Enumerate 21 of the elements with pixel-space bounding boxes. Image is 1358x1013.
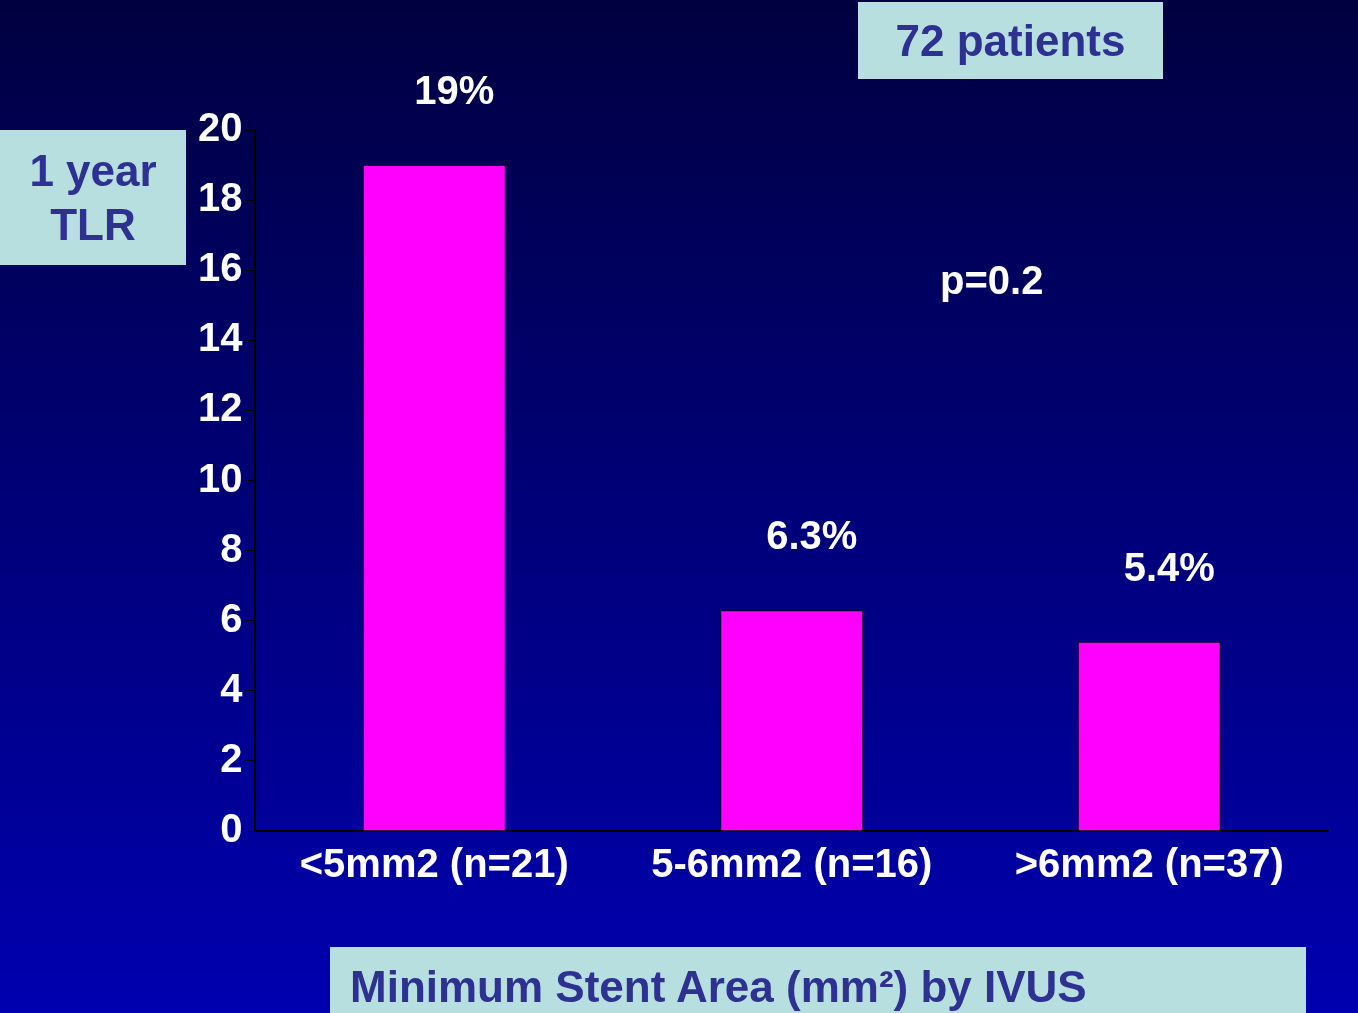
y-tick-label: 0 — [220, 806, 243, 851]
y-tick-label: 4 — [220, 665, 244, 710]
x-tick-label: <5mm2 (n=21) — [299, 841, 569, 886]
y-tick-label: 20 — [197, 105, 243, 150]
y-tick-label: 2 — [220, 735, 243, 780]
y-tick-label: 12 — [197, 385, 243, 430]
data-label: 19% — [414, 68, 495, 113]
y-tick-label: 10 — [197, 455, 243, 500]
x-tick-label: >6mm2 (n=37) — [1014, 841, 1284, 886]
data-label: 6.3% — [766, 513, 858, 558]
y-tick-label: 8 — [220, 525, 243, 570]
x-axis-title: Minimum Stent Area (mm²) by IVUS — [330, 947, 1306, 1013]
data-label: 5.4% — [1123, 544, 1215, 589]
text: 72 patients — [858, 2, 1163, 79]
x-tick-label: 5-6mm2 (n=16) — [651, 841, 933, 886]
y-tick-label: 14 — [197, 315, 244, 360]
y-tick-label: 18 — [197, 175, 243, 220]
y-tick-label: 6 — [220, 595, 243, 640]
y-axis-title: 1 year TLR — [0, 130, 186, 265]
annotation: p=0.2 — [940, 258, 1044, 303]
y-tick-label: 16 — [197, 245, 243, 290]
